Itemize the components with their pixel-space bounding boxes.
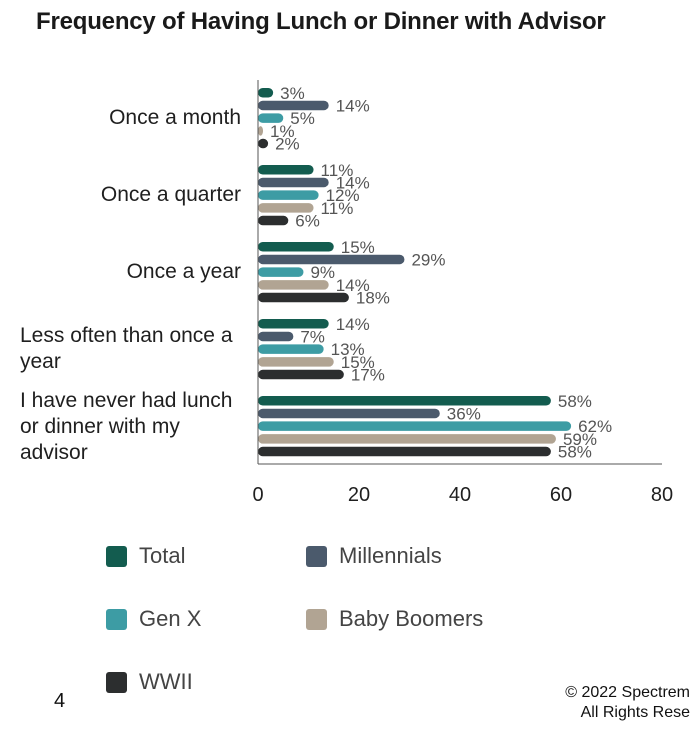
data-label-total-once-a-month: 3% [280, 84, 305, 103]
bar-millennials-once-a-quarter [258, 177, 329, 188]
copyright-notice: © 2022 Spectrem All Rights Rese [565, 683, 690, 723]
chart-title: Frequency of Having Lunch or Dinner with… [36, 8, 606, 35]
bar-wwii-once-a-quarter [258, 215, 289, 226]
bar-gen-x-once-a-year [258, 267, 304, 277]
data-label-baby-boomers-once-a-quarter: 11% [321, 199, 354, 218]
bar-total-less-often-than-once-a-year [258, 319, 329, 329]
bars-group [258, 88, 572, 457]
data-label-gen-x-i-have-never-had-lunch-or-dinner-with-my-advisor: 62% [578, 417, 612, 436]
data-label-wwii-once-a-year: 18% [356, 289, 390, 308]
bar-baby-boomers-once-a-quarter [258, 203, 314, 213]
data-label-baby-boomers-once-a-year: 14% [336, 276, 370, 295]
bar-baby-boomers-once-a-month [258, 126, 264, 136]
x-tick-label-60: 60 [550, 484, 572, 506]
data-label-baby-boomers-i-have-never-had-lunch-or-dinner-with-my-advisor: 59% [563, 430, 597, 449]
bar-millennials-i-have-never-had-lunch-or-dinner-with-my-advisor [258, 408, 440, 419]
x-tick-label-20: 20 [348, 484, 370, 506]
bar-gen-x-once-a-month [258, 113, 284, 123]
data-label-millennials-less-often-than-once-a-year: 7% [300, 327, 325, 346]
x-tick-label-0: 0 [252, 484, 263, 506]
copyright-line-2: All Rights Rese [580, 704, 690, 721]
axes-group: 0 20 40 60 80 [252, 80, 673, 506]
data-label-baby-boomers-once-a-month: 1% [270, 122, 295, 141]
x-tick-label-80: 80 [651, 484, 673, 506]
bar-gen-x-less-often-than-once-a-year [258, 344, 324, 354]
bar-baby-boomers-less-often-than-once-a-year [258, 357, 334, 367]
bar-wwii-less-often-than-once-a-year [258, 369, 344, 380]
bar-millennials-once-a-year [258, 254, 405, 265]
data-label-total-once-a-quarter: 11% [321, 161, 354, 180]
bar-wwii-i-have-never-had-lunch-or-dinner-with-my-advisor [258, 446, 551, 457]
category-label-once-a-year: Once a year [127, 260, 241, 283]
bar-wwii-once-a-month [258, 138, 269, 149]
category-label-i-have-never-had-lunch-or-dinner-with-my-advisor: I have never had lunch or dinner with my a… [20, 389, 232, 464]
bar-total-i-have-never-had-lunch-or-dinner-with-my-advisor [258, 396, 551, 406]
data-label-wwii-less-often-than-once-a-year: 17% [351, 366, 385, 385]
category-label-once-a-quarter: Once a quarter [101, 183, 241, 206]
data-label-gen-x-once-a-month: 5% [290, 109, 315, 128]
data-label-gen-x-once-a-year: 9% [310, 263, 335, 282]
data-label-total-less-often-than-once-a-year: 14% [336, 315, 370, 334]
data-label-wwii-i-have-never-had-lunch-or-dinner-with-my-advisor: 58% [558, 443, 592, 462]
bar-total-once-a-quarter [258, 165, 314, 175]
bar-baby-boomers-once-a-year [258, 280, 329, 290]
copyright-line-1: © 2022 Spectrem [565, 684, 690, 701]
category-label-less-often-than-once-a-year: Less often than once a year [20, 324, 233, 373]
bar-millennials-less-often-than-once-a-year [258, 331, 294, 342]
data-label-millennials-once-a-quarter: 14% [336, 173, 370, 192]
data-label-millennials-once-a-month: 14% [336, 96, 370, 115]
bar-baby-boomers-i-have-never-had-lunch-or-dinner-with-my-advisor [258, 434, 556, 444]
bar-total-once-a-month [258, 88, 274, 98]
data-label-millennials-i-have-never-had-lunch-or-dinner-with-my-advisor: 36% [447, 404, 481, 423]
x-tick-label-40: 40 [449, 484, 471, 506]
category-labels-group: Once a month Once a quarter Once a year Les… [20, 106, 241, 464]
bar-gen-x-i-have-never-had-lunch-or-dinner-with-my-advisor [258, 421, 572, 431]
data-label-wwii-once-a-quarter: 6% [295, 212, 320, 231]
data-label-wwii-once-a-month: 2% [275, 135, 300, 154]
bar-total-once-a-year [258, 242, 334, 252]
category-label-once-a-month: Once a month [109, 106, 241, 129]
data-label-total-i-have-never-had-lunch-or-dinner-with-my-advisor: 58% [558, 392, 592, 411]
data-label-baby-boomers-less-often-than-once-a-year: 15% [341, 353, 375, 372]
data-label-millennials-once-a-year: 29% [411, 250, 445, 269]
data-label-gen-x-less-often-than-once-a-year: 13% [331, 340, 365, 359]
bar-wwii-once-a-year [258, 292, 349, 303]
data-label-gen-x-once-a-quarter: 12% [326, 186, 360, 205]
data-labels-group: 3%14%5%1%2%11%14%12%11%6%15%29%9%14%18%1… [270, 84, 612, 462]
page-number: 4 [54, 690, 66, 712]
bar-millennials-once-a-month [258, 100, 329, 111]
data-label-total-once-a-year: 15% [341, 238, 375, 257]
bar-gen-x-once-a-quarter [258, 190, 319, 200]
